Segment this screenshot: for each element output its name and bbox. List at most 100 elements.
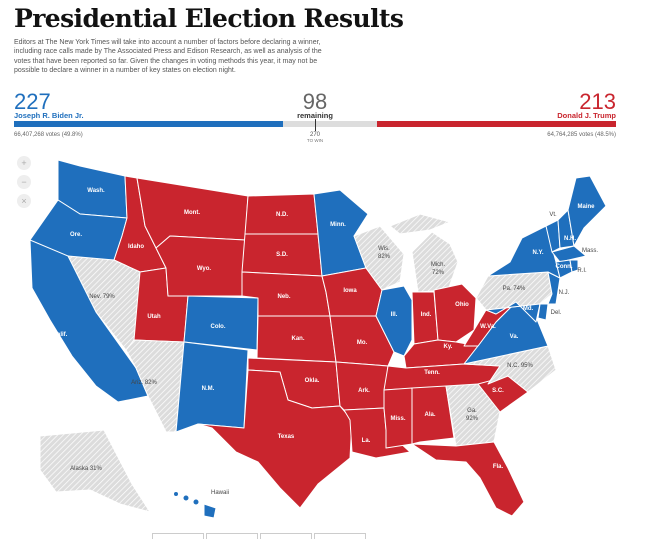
trump-popular-votes: 64,764,285 votes (48.5%) <box>547 132 616 138</box>
state-colo[interactable] <box>183 295 259 351</box>
label-idaho: Idaho <box>128 244 144 250</box>
label-tenn: Tenn. <box>424 370 440 376</box>
state-ark[interactable] <box>335 361 389 411</box>
label-alaska: Alaska 31% <box>70 466 102 472</box>
label-wyo: Wyo. <box>197 266 212 272</box>
state-ga[interactable] <box>445 383 501 447</box>
state-minn[interactable] <box>313 189 369 277</box>
zoom-out-icon: − <box>21 177 27 187</box>
remaining-label: remaining <box>297 111 333 120</box>
intro-text: Editors at The New York Times will take … <box>14 39 322 75</box>
view-tab-1[interactable] <box>152 533 204 539</box>
label-mont: Mont. <box>184 210 200 216</box>
label-ri: R.I. <box>577 268 587 274</box>
label-nm: N.M. <box>202 386 215 392</box>
label-colo: Colo. <box>211 324 226 330</box>
label-maine: Maine <box>577 204 595 210</box>
trump-name: Donald J. Trump <box>557 111 616 120</box>
state-ill[interactable] <box>375 285 413 357</box>
label-wis-pct: 82% <box>378 254 391 260</box>
label-sc: S.C. <box>492 388 504 394</box>
label-ind: Ind. <box>421 312 432 318</box>
label-mich: Mich. <box>431 262 446 268</box>
label-nd: N.D. <box>276 212 288 218</box>
label-iowa: Iowa <box>343 288 357 294</box>
label-ala: Ala. <box>424 412 435 418</box>
label-nc: N.C. 95% <box>507 363 533 369</box>
biden-popular-votes: 66,407,268 votes (49.8%) <box>14 132 83 138</box>
label-md: Md. <box>523 306 534 312</box>
label-nh: N.H. <box>564 236 576 242</box>
label-okla: Okla. <box>305 378 320 384</box>
label-mass: Mass. <box>582 248 598 254</box>
state-mich-up[interactable] <box>389 213 451 235</box>
biden-electoral-votes: 227 <box>14 89 51 114</box>
state-md[interactable] <box>485 301 541 323</box>
reset-view-button[interactable]: × <box>17 194 31 208</box>
view-tab-3[interactable] <box>260 533 312 539</box>
biden-name: Joseph R. Biden Jr. <box>14 111 84 120</box>
label-nev: Nev. 79% <box>89 294 115 300</box>
state-alaska[interactable] <box>39 429 151 513</box>
to-win-marker <box>315 119 316 131</box>
state-ohio[interactable] <box>433 283 477 343</box>
label-nj: N.J. <box>559 290 570 296</box>
label-ohio: Ohio <box>455 302 469 308</box>
label-ore: Ore. <box>70 232 82 238</box>
state-mo[interactable] <box>329 315 395 367</box>
label-ill: Ill. <box>391 312 398 318</box>
trump-electoral-votes: 213 <box>579 89 616 114</box>
label-neb: Neb. <box>277 294 290 300</box>
label-fla: Fla. <box>493 464 504 470</box>
label-wash: Wash. <box>87 188 105 194</box>
zoom-out-button[interactable]: − <box>17 175 31 189</box>
label-vt: Vt. <box>549 212 557 218</box>
label-mo: Mo. <box>357 340 368 346</box>
label-ariz: Ariz. 82% <box>131 380 157 386</box>
label-ark: Ark. <box>358 388 370 394</box>
page-title: Presidential Election Results <box>14 4 404 33</box>
electoral-tally: 227 Joseph R. Biden Jr. 98 remaining 213… <box>14 89 616 143</box>
reset-icon: × <box>21 196 27 206</box>
label-kan: Kan. <box>291 336 304 342</box>
view-tab-2[interactable] <box>206 533 258 539</box>
label-ny: N.Y. <box>532 250 543 256</box>
label-minn: Minn. <box>330 222 346 228</box>
label-pa: Pa. 74% <box>503 286 526 292</box>
zoom-in-icon: + <box>21 158 27 168</box>
view-tab-4[interactable] <box>314 533 366 539</box>
label-ky: Ky. <box>444 344 453 350</box>
label-hawaii: Hawaii <box>211 490 229 496</box>
state-ri[interactable] <box>569 259 579 273</box>
to-win-number: 270 <box>309 132 320 138</box>
state-fla[interactable] <box>411 441 525 517</box>
label-ga-pct: 92% <box>466 416 479 422</box>
remaining-count: 98 <box>302 89 328 114</box>
label-mich-pct: 72% <box>432 270 445 276</box>
state-texas[interactable] <box>197 369 353 509</box>
state-ind[interactable] <box>411 291 439 345</box>
state-ala[interactable] <box>411 385 455 445</box>
state-wis[interactable] <box>353 225 405 291</box>
label-sd: S.D. <box>276 252 288 258</box>
state-nc[interactable] <box>463 345 557 393</box>
label-miss: Miss. <box>390 416 405 422</box>
label-ga: Ga. <box>467 408 477 414</box>
zoom-in-button[interactable]: + <box>17 156 31 170</box>
label-utah: Utah <box>147 314 161 320</box>
label-del: Del. <box>551 310 562 316</box>
state-hawaii[interactable] <box>173 491 217 519</box>
trump-bar <box>377 121 616 127</box>
state-del[interactable] <box>537 303 549 321</box>
label-va: Va. <box>510 334 519 340</box>
label-wva: W.Va. <box>480 324 496 330</box>
to-win-label: TO WIN <box>306 138 324 143</box>
state-mass[interactable] <box>551 245 587 263</box>
label-la: La. <box>362 438 371 444</box>
label-conn: Conn. <box>556 264 573 270</box>
biden-bar <box>14 121 283 127</box>
label-wis: Wis. <box>378 246 390 252</box>
label-texas: Texas <box>278 434 295 440</box>
label-calif: Calif. <box>53 332 68 338</box>
